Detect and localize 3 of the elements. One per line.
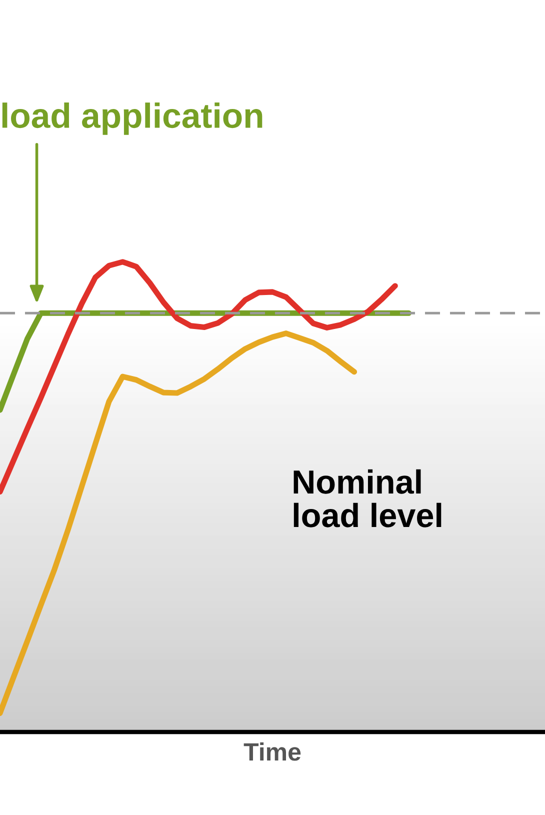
annotation: Nominal load level [294, 469, 442, 528]
x-axis-title: Time [244, 742, 301, 761]
text: load application [2, 102, 262, 135]
